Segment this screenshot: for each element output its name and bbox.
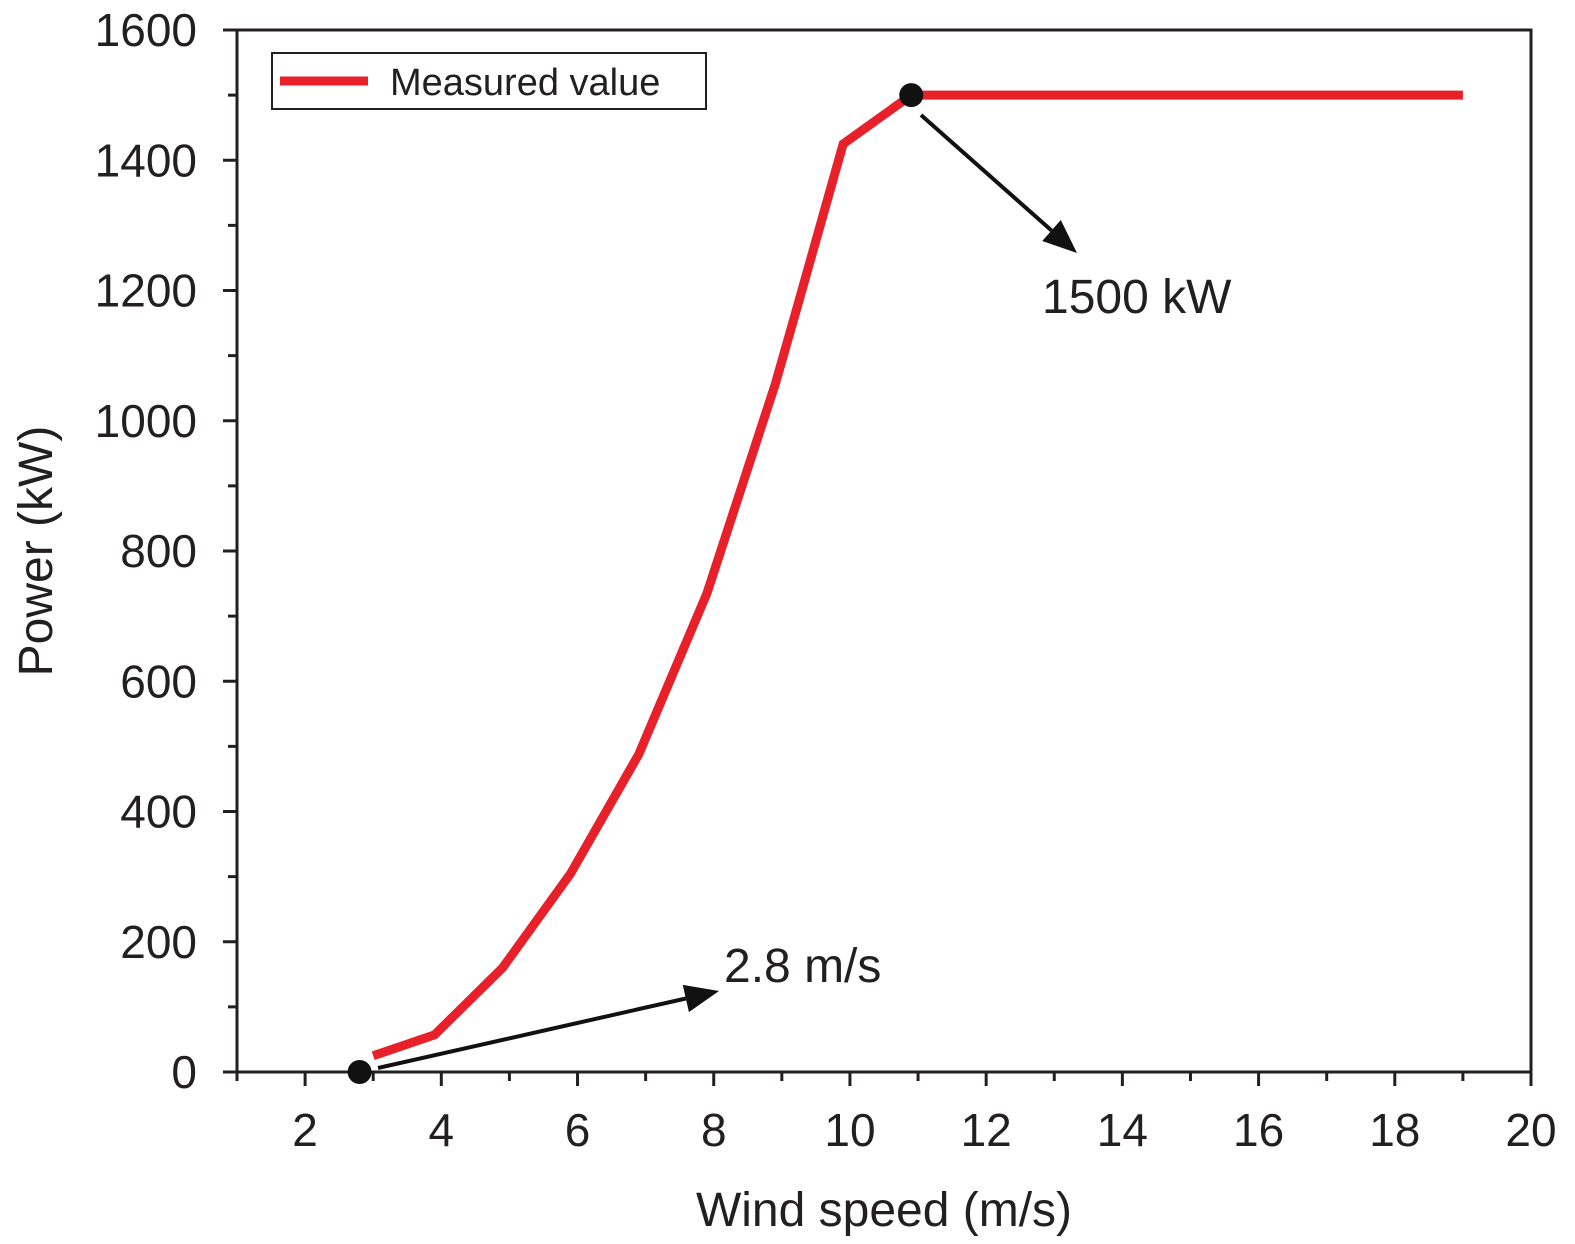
x-tick-label: 10 (824, 1104, 875, 1156)
marker-point (899, 83, 924, 108)
x-tick-label: 2 (292, 1104, 318, 1156)
annotation-1500kw: 1500 kW (1042, 271, 1232, 324)
x-tick-label: 18 (1369, 1104, 1420, 1156)
y-tick-label: 1000 (95, 395, 197, 447)
annotations: 1500 kW 2.8 m/s (724, 271, 1232, 993)
x-tick-label: 14 (1097, 1104, 1148, 1156)
y-tick-label: 1600 (95, 4, 197, 56)
y-axis-label: Power (kW) (10, 426, 63, 677)
y-tick-label: 1400 (95, 134, 197, 186)
series-measured-value-line (371, 90, 1463, 1060)
arrow-head-icon (682, 984, 719, 1013)
arrow-shaft (377, 996, 687, 1070)
arrow-to-2-8ms (377, 984, 719, 1070)
y-tick-label: 800 (120, 525, 197, 577)
arrow-to-1500kw (919, 113, 1077, 253)
data-marks (347, 83, 1463, 1084)
x-tick-label: 20 (1505, 1104, 1556, 1156)
arrow-head-icon (1042, 219, 1077, 253)
arrow-shaft (919, 113, 1053, 232)
x-tick-label: 6 (565, 1104, 591, 1156)
legend-label: Measured value (390, 62, 660, 104)
y-tick-label: 1200 (95, 265, 197, 317)
y-tick-label: 200 (120, 916, 197, 968)
x-tick-label: 8 (701, 1104, 727, 1156)
marker-point (347, 1060, 372, 1084)
x-tick-label: 12 (961, 1104, 1012, 1156)
x-tick-label: 4 (429, 1104, 455, 1156)
axes: 2 4 6 8 10 12 14 16 18 20020040060080010001200140… (95, 4, 1557, 1156)
y-tick-label: 400 (120, 786, 197, 838)
x-tick-label: 16 (1233, 1104, 1284, 1156)
annotation-2-8ms: 2.8 m/s (724, 940, 881, 993)
plot-frame (235, 28, 1533, 1074)
legend: Measured value (271, 52, 707, 110)
x-axis-label: Wind speed (m/s) (696, 1184, 1072, 1237)
y-tick-label: 0 (171, 1046, 197, 1098)
y-tick-label: 600 (120, 655, 197, 707)
